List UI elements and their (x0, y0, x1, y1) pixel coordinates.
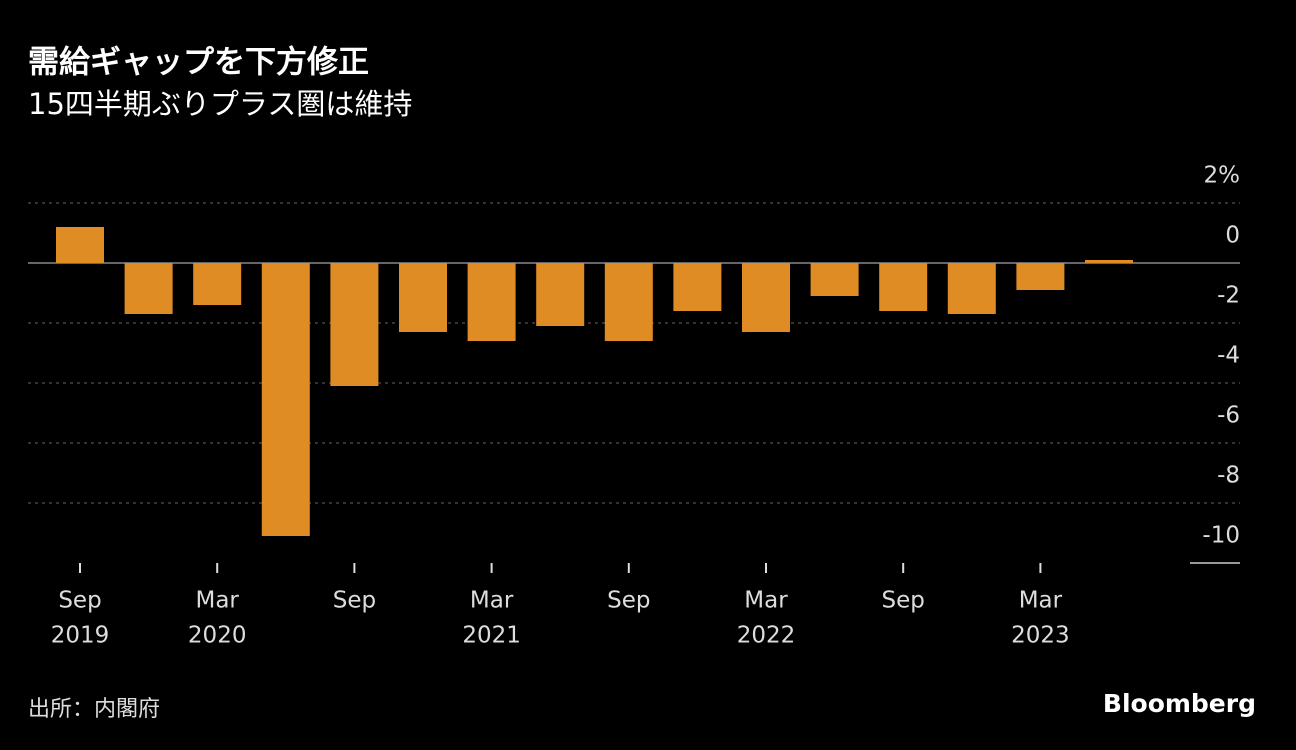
y-tick-label: -2 (1217, 283, 1240, 309)
bar (947, 263, 996, 314)
y-tick-label: -10 (1202, 523, 1240, 549)
y-tick-label: -4 (1217, 343, 1240, 369)
bar (330, 263, 379, 386)
bar (879, 263, 928, 311)
brand: Bloomberg (1103, 689, 1256, 718)
bar (810, 263, 859, 296)
x-tick-label: 2023 (1011, 623, 1070, 649)
chart-subtitle: 15四半期ぶりプラス圏は維持 (28, 87, 412, 121)
source: 出所：内閣府 (28, 697, 160, 722)
x-tick-label: Mar (744, 588, 788, 614)
bar (1016, 263, 1065, 290)
bar (673, 263, 722, 311)
chart-title: 需給ギャップを下方修正 (28, 45, 369, 81)
bar (193, 263, 242, 305)
bar (1085, 260, 1133, 263)
bar (604, 263, 653, 341)
x-tick-label: Mar (470, 588, 514, 614)
bar (742, 263, 790, 332)
x-tick-label: 2019 (51, 623, 110, 649)
y-tick-label: -6 (1217, 403, 1240, 429)
x-tick-label: Sep (607, 588, 650, 614)
bar (399, 263, 447, 332)
bar (536, 263, 585, 326)
bar (467, 263, 516, 341)
bar (124, 263, 173, 314)
x-tick-label: Sep (58, 588, 101, 614)
y-tick-label: -8 (1217, 463, 1240, 489)
bar (261, 263, 310, 536)
x-tick-label: Sep (333, 588, 376, 614)
x-tick-label: Sep (882, 588, 925, 614)
x-tick-label: Mar (1019, 588, 1063, 614)
x-tick-label: 2022 (737, 623, 796, 649)
x-tick-label: Mar (195, 588, 239, 614)
y-tick-label: 2% (1204, 163, 1241, 189)
bar (56, 227, 104, 263)
x-tick-label: 2020 (188, 623, 247, 649)
y-tick-label: 0 (1225, 223, 1240, 249)
x-tick-label: 2021 (462, 623, 521, 649)
